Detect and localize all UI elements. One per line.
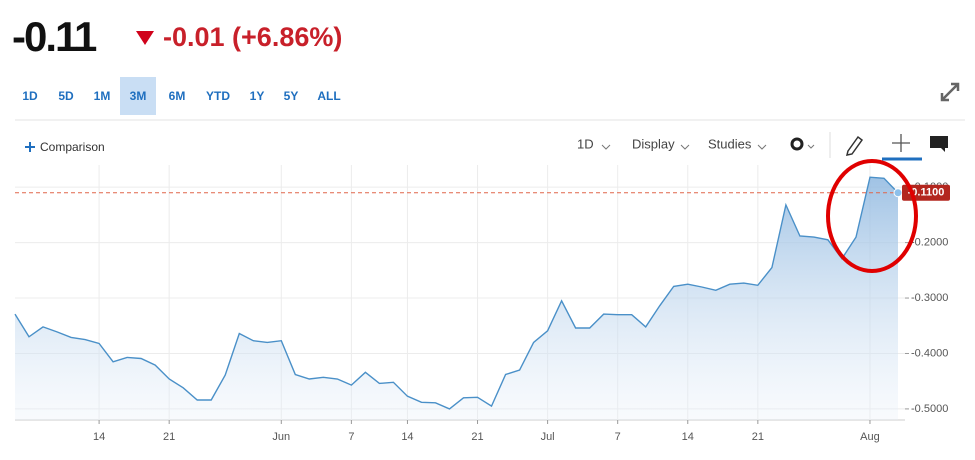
area	[15, 177, 898, 420]
price-change: -0.01 (+6.86%)	[163, 22, 342, 52]
x-tick-label: 14	[401, 431, 413, 443]
highlight-circle	[826, 159, 918, 273]
x-tick-label: Aug	[860, 431, 880, 443]
interval-button[interactable]: 1D	[577, 136, 594, 151]
plus-icon	[25, 142, 35, 152]
crosshair-icon[interactable]	[892, 134, 910, 152]
x-tick-label: 21	[752, 431, 764, 443]
chevron	[601, 144, 611, 150]
range-button[interactable]: 6M	[169, 89, 186, 103]
range-button[interactable]: 1D	[22, 89, 38, 103]
range-button[interactable]: 1M	[94, 89, 111, 103]
plot-area: -0.1000-0.2000-0.3000-0.4000-0.50001421J…	[14, 165, 950, 443]
x-tick-label: 21	[471, 431, 483, 443]
last-point	[893, 188, 903, 198]
selected-range-bg	[120, 77, 156, 115]
x-tick-label: 14	[93, 431, 105, 443]
range-button[interactable]: 5D	[58, 89, 74, 103]
y-tick-label: -0.2000	[911, 237, 948, 249]
line	[14, 176, 899, 410]
chevron	[757, 144, 767, 150]
x-tick-label: 7	[348, 431, 354, 443]
studies-button[interactable]: Studies	[708, 136, 752, 151]
price: -0.11	[12, 13, 97, 60]
x-tick-label: Jun	[272, 431, 290, 443]
settings-icon[interactable]	[790, 137, 815, 151]
down-arrow	[136, 31, 154, 45]
y-tick-label: -0.4000	[911, 347, 948, 359]
last-value-label: -0.1100	[908, 187, 945, 199]
range-button[interactable]: 5Y	[284, 89, 299, 103]
range-button[interactable]: 1Y	[250, 89, 265, 103]
x-tick-label: 14	[682, 431, 694, 443]
range-button[interactable]: ALL	[317, 89, 340, 103]
y-tick-label: -0.5000	[911, 403, 948, 415]
x-tick-label: Jul	[541, 431, 555, 443]
range-button[interactable]: 3M	[130, 89, 147, 103]
chevron	[680, 144, 690, 150]
comparison-button[interactable]: Comparison	[40, 140, 105, 154]
y-tick-label: -0.3000	[911, 292, 948, 304]
range-button[interactable]: YTD	[206, 89, 230, 103]
x-tick-label: 7	[615, 431, 621, 443]
range-buttons: 1D 5D 1M 3M 6M YTD 1Y 5Y ALL	[22, 77, 341, 115]
expand-icon[interactable]	[940, 82, 960, 102]
draw-icon[interactable]	[845, 135, 864, 156]
display-button[interactable]: Display	[632, 136, 675, 151]
x-tick-label: 21	[163, 431, 175, 443]
comment-icon[interactable]	[930, 136, 948, 152]
